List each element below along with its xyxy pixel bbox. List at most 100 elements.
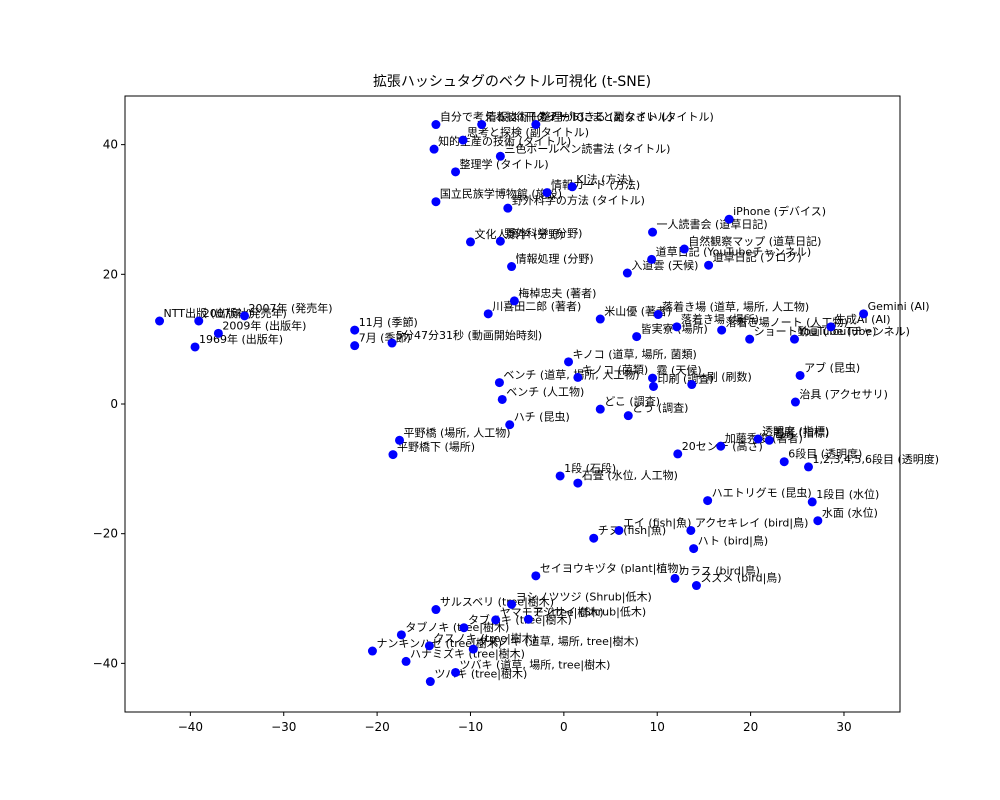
scatter-point xyxy=(495,236,505,246)
scatter-point xyxy=(555,471,565,481)
scatter-point xyxy=(458,135,468,145)
scatter-point xyxy=(431,605,441,615)
point-label: 入道雲 (天候) xyxy=(631,258,698,272)
scatter-point xyxy=(779,457,789,467)
point-label: 情報処理 (分野) xyxy=(516,253,594,266)
scatter-point xyxy=(507,262,517,272)
point-label: どこ (調査) xyxy=(604,394,660,408)
point-label: 11月 (季節) xyxy=(359,315,418,329)
scatter-point xyxy=(367,646,377,656)
point-label: 印刷 (調査) xyxy=(657,371,713,385)
scatter-point xyxy=(807,497,817,507)
scatter-point xyxy=(190,342,200,352)
point-label: 道草日記 (YouTubeチャンネル) xyxy=(656,244,811,258)
scatter-point xyxy=(431,197,441,207)
scatter-point xyxy=(497,394,507,404)
point-label: ツバキ (tree|樹木) xyxy=(434,668,527,681)
scatter-point xyxy=(790,397,800,407)
scatter-point xyxy=(503,203,513,213)
point-label: 平野橋 (場所, 人工物) xyxy=(404,425,511,439)
scatter-point xyxy=(350,325,360,335)
scatter-point xyxy=(401,656,411,666)
scatter-point xyxy=(491,615,501,625)
point-label: エイ (fish|魚) xyxy=(623,516,691,529)
point-label: 6段目 (透明度) xyxy=(788,447,862,461)
point-label: 落着き場ノート (人工物) xyxy=(726,315,848,329)
x-tick-label: −30 xyxy=(271,720,296,734)
point-label: ベンチ (人工物) xyxy=(506,384,584,398)
scatter-point xyxy=(494,378,504,388)
scatter-point xyxy=(505,420,515,430)
scatter-point xyxy=(595,404,605,414)
scatter-point xyxy=(431,120,441,130)
x-tick-label: 10 xyxy=(650,720,665,734)
scatter-point xyxy=(240,311,250,321)
scatter-point xyxy=(691,581,701,591)
point-label: 一刷 (刷数) xyxy=(696,371,752,384)
point-label: クスノキ (道草, 場所, tree|樹木) xyxy=(477,634,639,648)
scatter-point xyxy=(670,573,680,583)
point-label: 梅棹忠夫 (著者) xyxy=(518,286,596,300)
scatter-point xyxy=(573,372,583,382)
point-label: 落着き場 (場所) xyxy=(681,312,759,326)
scatter-point xyxy=(689,544,699,554)
scatter-point xyxy=(745,334,755,344)
point-label: カラス (bird|鳥) xyxy=(679,563,760,577)
scatter-point xyxy=(483,309,493,319)
point-label: 一人読書会 (道草日記) xyxy=(657,217,768,231)
point-label: 整理学 (タイトル) xyxy=(460,157,549,171)
scatter-point xyxy=(429,144,439,154)
point-label: アジサイ (Shrub|低木) xyxy=(532,605,646,618)
scatter-point xyxy=(507,599,517,609)
point-label: 5分47分31秒 (動画開始時刻) xyxy=(396,328,542,342)
point-label: 透明度 (指標) xyxy=(762,424,829,438)
scatter-point xyxy=(632,332,642,342)
point-label: ヤマモモ (tree|樹木) xyxy=(500,606,604,619)
point-label: 霧 (天候) xyxy=(657,363,702,377)
point-label: 文化人類学 (分野) xyxy=(474,227,563,241)
scatter-point xyxy=(155,316,165,326)
scatter-point xyxy=(622,268,632,278)
scatter-point xyxy=(859,309,869,319)
point-label: iPhone (デバイス) xyxy=(733,204,826,218)
scatter-point xyxy=(648,381,658,391)
point-label: 整理ができる (副タイトル) xyxy=(540,110,673,124)
scatter-point xyxy=(531,120,541,130)
x-tick-label: 20 xyxy=(743,720,758,734)
chart-title: 拡張ハッシュタグのベクトル可視化 (t-SNE) xyxy=(373,74,651,90)
point-label: YouTube (チャンネル) xyxy=(797,325,909,338)
point-labels-layer: 自分で考える技術 (タイトル)情報は1冊のノートにまとめなさい (タイトル)整理… xyxy=(164,110,940,681)
point-label: 平野橋下 (場所) xyxy=(397,440,475,454)
scatter-point xyxy=(764,435,774,445)
point-label: 治具 (アクセサリ) xyxy=(799,387,888,401)
scatter-point xyxy=(451,667,461,677)
point-label: ハチ (昆虫) xyxy=(514,411,570,424)
point-label: 1段 (石段) xyxy=(564,461,616,475)
point-label: ベンチ (道草, 場所, 人工物) xyxy=(503,368,639,382)
point-label: 三色ボールペン読書法 (タイトル) xyxy=(504,141,670,155)
point-label: ハナミズキ (tree|樹木) xyxy=(410,646,525,660)
scatter-point xyxy=(542,188,552,198)
scatter-point xyxy=(509,296,519,306)
point-label: チヌ (fish|魚) xyxy=(598,524,666,537)
point-label: キノコ (菌類) xyxy=(582,363,648,376)
scatter-point xyxy=(687,380,697,390)
scatter-point xyxy=(686,525,696,535)
x-tick-label: −10 xyxy=(458,720,483,734)
scatter-point xyxy=(813,516,823,526)
point-label: ツバキ (道草, 場所, tree|樹木) xyxy=(460,657,611,671)
scatter-point xyxy=(648,373,658,383)
point-label: 落着き場 (道草, 場所, 人工物) xyxy=(662,300,809,314)
scatter-point xyxy=(673,449,683,459)
scatter-point xyxy=(477,120,487,130)
scatter-point xyxy=(194,316,204,326)
x-tick-label: 30 xyxy=(836,720,851,734)
scatter-point xyxy=(672,322,682,332)
y-tick-label: 40 xyxy=(103,138,118,152)
scatter-point xyxy=(388,450,398,460)
point-label: タブノキ (tree|樹木) xyxy=(405,620,509,634)
scatter-point xyxy=(623,411,633,421)
point-label: セイヨウキヅタ (plant|植物) xyxy=(540,561,683,575)
x-tick-label: −20 xyxy=(364,720,389,734)
